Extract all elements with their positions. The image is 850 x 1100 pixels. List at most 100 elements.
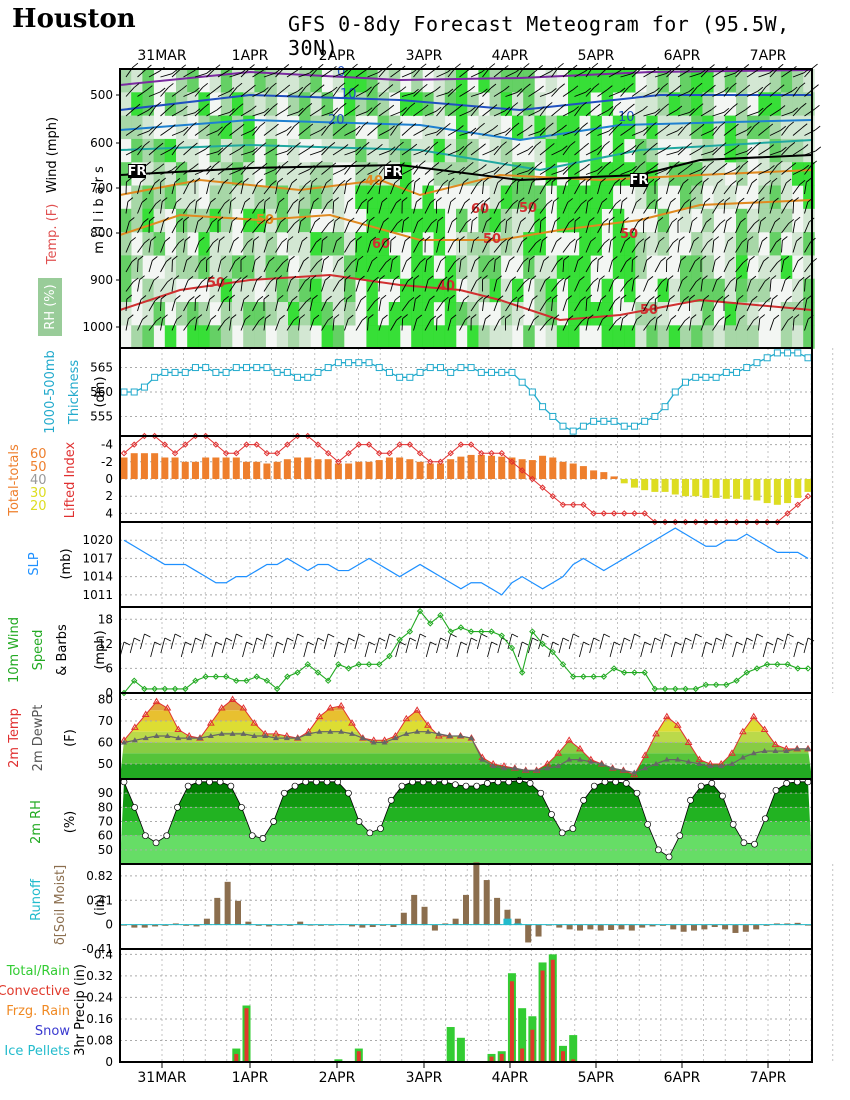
wind-barb xyxy=(286,280,292,292)
wind-barb xyxy=(266,216,272,222)
wind-barb xyxy=(594,103,601,109)
rh-shade xyxy=(299,69,311,93)
wind-barb xyxy=(661,277,668,283)
wind-barb xyxy=(617,142,624,148)
rh-shade xyxy=(243,69,255,93)
total-totals-bar xyxy=(539,455,547,479)
rh-shade xyxy=(803,325,815,349)
surface-wind-barb xyxy=(476,633,482,650)
rh-shade xyxy=(568,162,580,186)
wind-barb xyxy=(654,107,665,117)
wind-barb xyxy=(344,201,349,214)
rh-point xyxy=(783,779,790,787)
wind-barb xyxy=(493,202,500,214)
wind-barb xyxy=(252,91,264,97)
wind-barb xyxy=(712,91,724,97)
wind-barb xyxy=(505,221,507,234)
wind-barb xyxy=(326,295,332,301)
wind-barb xyxy=(597,319,603,331)
wind-barb xyxy=(217,183,224,195)
wind-barb xyxy=(656,197,662,202)
wind-barb xyxy=(686,142,693,148)
wind-barb xyxy=(137,182,142,195)
wind-barb xyxy=(430,315,437,321)
rh-shade xyxy=(220,138,233,163)
wind-barb xyxy=(800,297,806,302)
wind-barb xyxy=(546,102,553,107)
wind-barb xyxy=(804,182,807,195)
wind-barb xyxy=(631,144,640,156)
wind-barb xyxy=(758,281,766,292)
rh-shade xyxy=(590,185,602,209)
wind-barb xyxy=(321,182,327,195)
wind-barb xyxy=(367,168,379,175)
wind-barb xyxy=(244,197,251,203)
soil-moisture-bar xyxy=(701,924,708,930)
wind-barb xyxy=(758,184,767,195)
surface-wind-barb xyxy=(252,637,258,654)
wind-barb xyxy=(413,87,423,97)
wind-barb xyxy=(581,316,588,322)
panel-frame-prec xyxy=(119,948,813,1063)
rh-shade xyxy=(243,302,255,326)
wind-barb xyxy=(429,295,435,301)
total-totals-bar xyxy=(467,454,475,479)
wind-barb xyxy=(125,221,130,234)
wind-barb xyxy=(597,222,604,234)
total-totals-bar xyxy=(324,459,332,479)
rh-shade xyxy=(411,278,423,303)
wind-barb xyxy=(608,126,614,132)
wind-barb xyxy=(190,316,196,322)
thickness-point xyxy=(212,368,220,376)
wind-barb xyxy=(666,109,678,117)
wind-barb xyxy=(620,107,630,117)
wind-barb xyxy=(728,256,735,262)
rh-shade xyxy=(780,325,793,349)
wind-barb xyxy=(171,182,176,195)
rh-shade xyxy=(198,232,210,256)
rh-shade xyxy=(646,162,658,186)
total-totals-bar xyxy=(488,455,496,479)
wind-barb xyxy=(448,177,455,183)
wind-barb xyxy=(447,201,452,214)
precip-total-bar xyxy=(518,1008,527,1062)
precip-legend: Frzg. Rain xyxy=(6,1004,70,1019)
wind-barb xyxy=(690,197,697,202)
wind-barb xyxy=(774,217,781,223)
wind-barb xyxy=(183,300,190,312)
dewpoint-point xyxy=(283,735,290,741)
soil-moisture-bar xyxy=(131,924,138,928)
surface-wind-barb xyxy=(293,633,298,650)
wind-barb xyxy=(683,296,689,301)
wind-barb xyxy=(723,86,732,97)
rh-shade xyxy=(321,185,334,209)
wind-barb xyxy=(144,140,150,146)
rh-shade xyxy=(601,69,614,93)
wind-barb xyxy=(487,237,494,243)
wind-barb xyxy=(754,121,760,127)
surface-wind-barb xyxy=(456,641,462,658)
wind-barb xyxy=(660,257,666,262)
lifted-index-point xyxy=(498,449,505,457)
thickness-point xyxy=(253,364,261,372)
wind-barb xyxy=(505,106,514,117)
wind-barb xyxy=(666,299,671,312)
wind-barb xyxy=(367,106,376,117)
wind-speed-point xyxy=(702,681,710,689)
wind-barb xyxy=(603,218,609,223)
temp-point xyxy=(652,729,660,737)
wind-barb xyxy=(345,275,351,280)
wind-barb xyxy=(424,131,437,136)
wind-barb xyxy=(735,130,747,136)
dewpoint-point xyxy=(316,728,323,734)
surface-wind-barb xyxy=(307,641,314,646)
rh-shade xyxy=(344,92,356,116)
wind-barb xyxy=(477,179,483,185)
wind-barb xyxy=(574,183,581,195)
surface-wind-barb xyxy=(328,633,335,638)
soil-moisture-bar xyxy=(421,906,428,925)
wind-barb xyxy=(552,294,558,300)
wind-barb xyxy=(252,147,258,152)
wind-barb xyxy=(793,314,800,319)
rh-label: 2m RH xyxy=(29,800,44,844)
